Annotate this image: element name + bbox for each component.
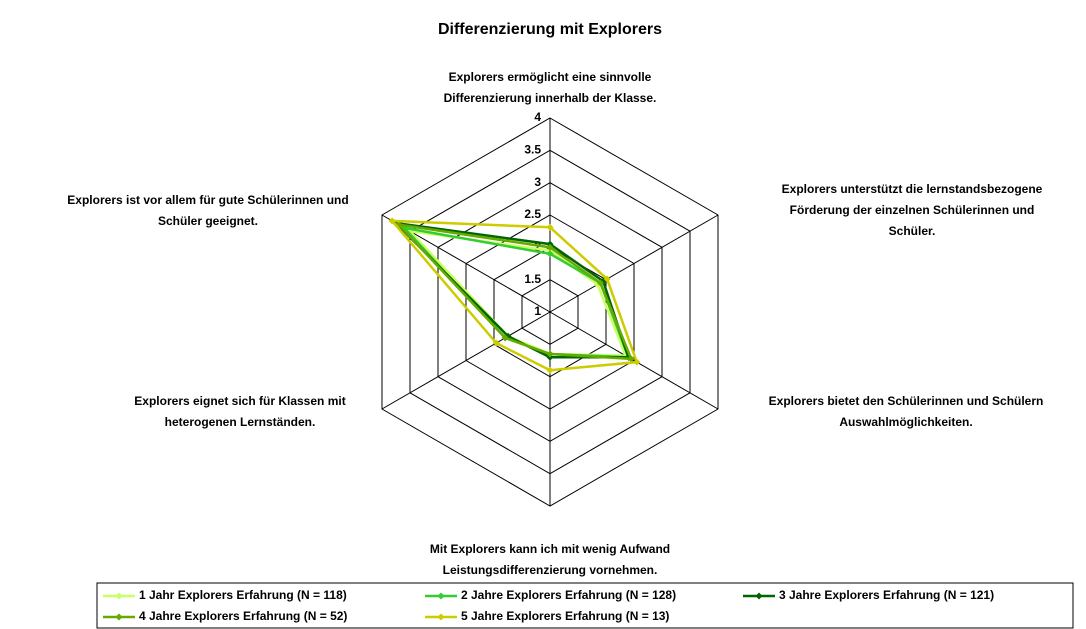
- category-label: Explorers ermöglicht eine sinnvolle: [449, 70, 652, 84]
- point: [388, 217, 396, 225]
- category-label: Explorers eignet sich für Klassen mit: [134, 394, 345, 408]
- point: [492, 339, 500, 347]
- point: [633, 358, 641, 366]
- spoke: [381, 311, 551, 410]
- category-label: Mit Explorers kann ich mit wenig Aufwand: [430, 542, 670, 556]
- legend-marker: [437, 592, 445, 600]
- point: [596, 279, 604, 287]
- category-label: Schüler geeignet.: [158, 214, 258, 228]
- point: [501, 334, 509, 342]
- category-label: Leistungsdifferenzierung vornehmen.: [443, 563, 658, 577]
- legend-marker: [115, 613, 123, 621]
- r-tick-label: 1.5: [524, 272, 541, 286]
- legend-label: 5 Jahre Explorers Erfahrung (N = 13): [461, 609, 669, 623]
- point: [546, 223, 554, 231]
- r-tick-label: 2.5: [524, 207, 541, 221]
- r-tick-label: 1: [534, 304, 541, 318]
- r-tick-label: 3.5: [524, 143, 541, 157]
- category-label: heterogenen Lernständen.: [165, 415, 316, 429]
- spoke: [549, 214, 719, 313]
- legend-label: 4 Jahre Explorers Erfahrung (N = 52): [139, 609, 347, 623]
- category-label: Schüler.: [889, 224, 936, 238]
- category-label: Explorers unterstützt die lernstandsbezo…: [782, 182, 1043, 196]
- legend-marker: [755, 592, 763, 600]
- legend-marker: [115, 592, 123, 600]
- category-label: Differenzierung innerhalb der Klasse.: [444, 91, 657, 105]
- legend-label: 1 Jahr Explorers Erfahrung (N = 118): [139, 588, 347, 602]
- category-label: Auswahlmöglichkeiten.: [839, 415, 972, 429]
- category-label: Förderung der einzelnen Schülerinnen und: [790, 203, 1035, 217]
- spoke: [549, 311, 719, 410]
- category-label: Explorers ist vor allem für gute Schüler…: [67, 193, 348, 207]
- r-tick-label: 3: [534, 175, 541, 189]
- point: [546, 350, 554, 358]
- point: [546, 243, 554, 251]
- r-tick-label: 4: [534, 110, 541, 124]
- point: [546, 366, 554, 374]
- point: [546, 250, 554, 258]
- legend-marker: [437, 613, 445, 621]
- legend-label: 3 Jahre Explorers Erfahrung (N = 121): [779, 588, 994, 602]
- point: [603, 275, 611, 283]
- legend-box: [96, 582, 1074, 629]
- point: [627, 355, 635, 363]
- category-label: Explorers bietet den Schülerinnen und Sc…: [769, 394, 1044, 408]
- legend-label: 2 Jahre Explorers Erfahrung (N = 128): [461, 588, 676, 602]
- chart-title: Differenzierung mit Explorers: [438, 21, 662, 38]
